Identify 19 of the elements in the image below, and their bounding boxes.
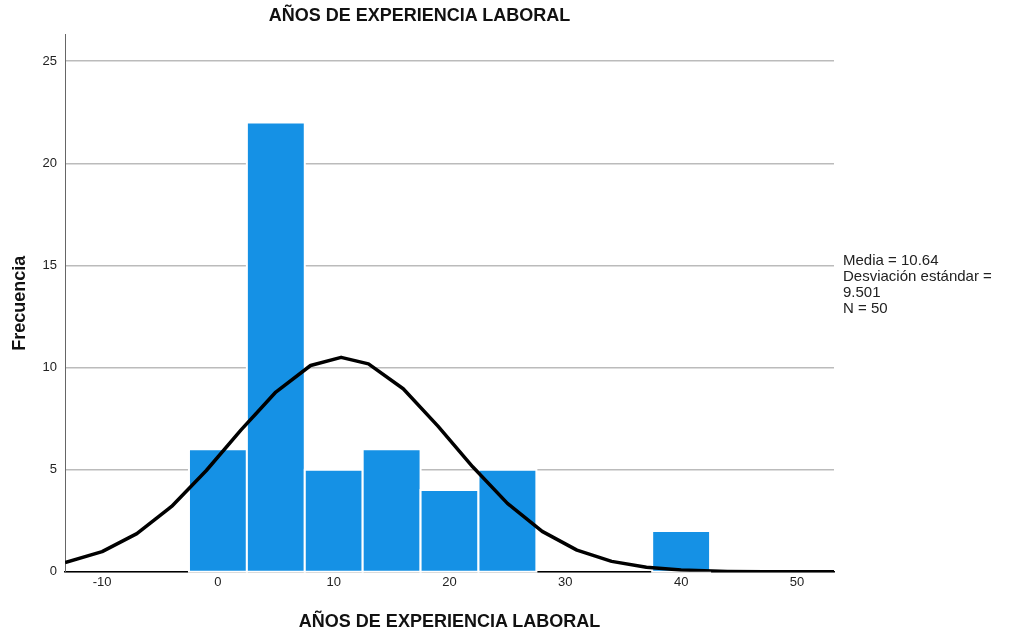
y-axis-title: Frecuencia xyxy=(8,254,29,351)
chart-title: AÑOS DE EXPERIENCIA LABORAL xyxy=(268,3,571,25)
text: Desviación estándar = 9.501 xyxy=(843,267,993,300)
y-tick-label: 10 xyxy=(42,359,58,375)
text: Media = 10.64 xyxy=(843,251,940,268)
x-tick-label: 0 xyxy=(214,574,222,590)
y-tick-label: 15 xyxy=(42,256,58,272)
y-tick-label: 25 xyxy=(42,52,58,68)
x-axis-title: AÑOS DE EXPERIENCIA LABORAL xyxy=(298,610,601,632)
text: N = 50 xyxy=(843,299,889,316)
y-tick-label: 0 xyxy=(49,563,58,579)
x-tick-label: 40 xyxy=(673,574,689,590)
y-tick-label: 5 xyxy=(49,461,58,477)
y-tick-label: 20 xyxy=(42,154,58,170)
x-tick-label: 10 xyxy=(326,574,341,590)
x-tick-label: 50 xyxy=(789,574,805,590)
x-tick-label: 20 xyxy=(442,574,457,590)
x-tick-label: -10 xyxy=(92,574,112,590)
x-tick-label: 30 xyxy=(558,574,573,590)
